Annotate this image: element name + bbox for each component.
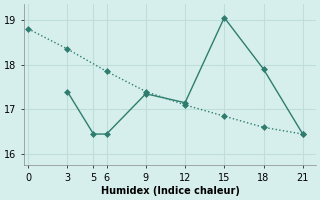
X-axis label: Humidex (Indice chaleur): Humidex (Indice chaleur): [100, 186, 239, 196]
